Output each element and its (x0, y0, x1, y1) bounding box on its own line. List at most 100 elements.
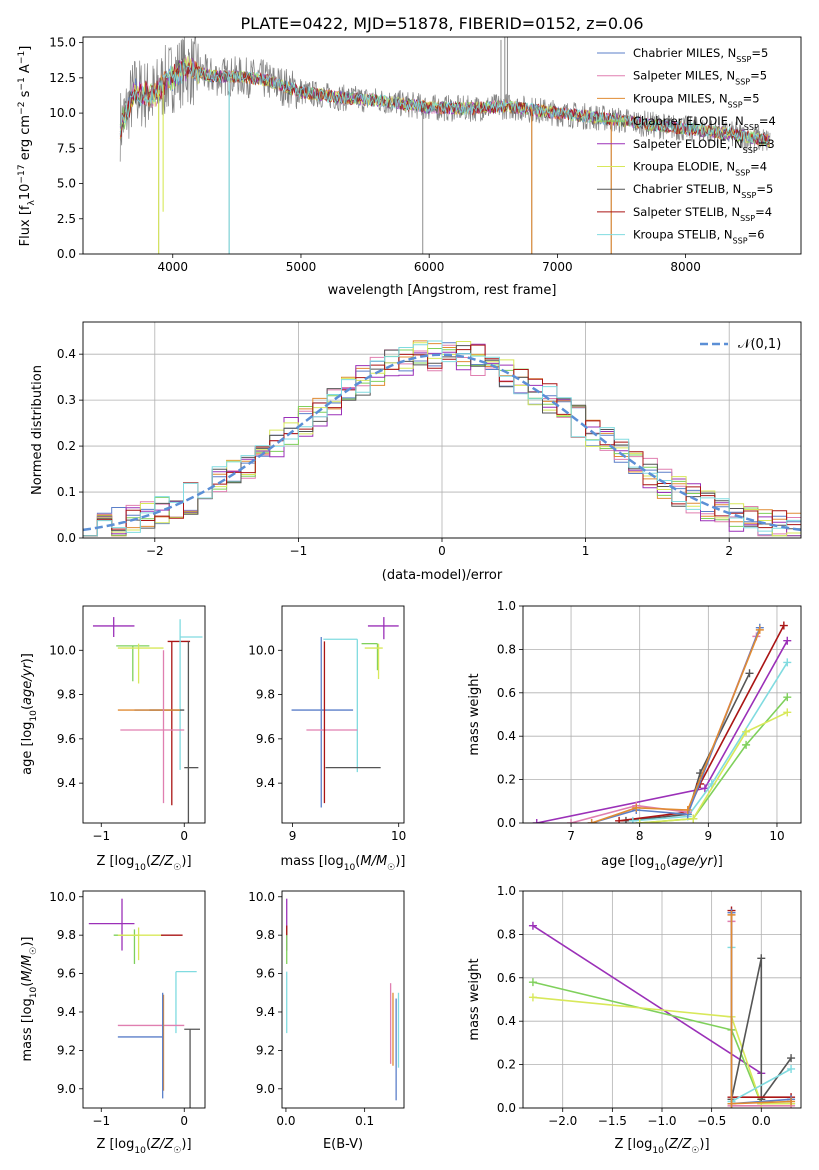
mwAge-marker-3-0 (628, 816, 637, 823)
y-tick-label-1: 0.2 (497, 773, 516, 787)
x-tick-label-0: 4000 (157, 260, 188, 274)
age-vs-Z-frame (82, 605, 206, 824)
mwAge-marker-1-3 (745, 669, 754, 678)
y-tick-label-4: 10.0 (49, 106, 76, 120)
y-tick-label-0: 9.4 (256, 776, 275, 790)
x-tick-label-0: 7 (567, 829, 575, 843)
y-tick-label-4: 0.8 (497, 927, 516, 941)
x-tick-label-0: 9 (289, 829, 297, 843)
histogram-ylabel: Normed distribution (30, 365, 45, 495)
x-tick-label-0: −2.0 (548, 1114, 577, 1128)
mwAge-ylabel: mass weight (467, 673, 482, 755)
mass-vs-ebv-frame (281, 890, 405, 1109)
mwAge-line-1 (625, 672, 751, 822)
y-tick-label-1: 9.6 (57, 732, 76, 746)
mwAge-marker-4-2 (742, 740, 751, 749)
mwZ-ylabel: mass weight (467, 958, 482, 1040)
x-tick-label-3: −0.5 (697, 1114, 726, 1128)
y-tick-label-3: 0.6 (497, 686, 516, 700)
y-tick-label-2: 5.0 (57, 177, 76, 191)
spectrum-xlabel: wavelength [Angstrom, rest frame] (328, 283, 557, 298)
mwZ-marker-8-2 (787, 1097, 796, 1106)
mass-vs-Z-frame (82, 890, 206, 1109)
x-tick-label-2: 0 (438, 544, 446, 558)
y-tick-label-2: 9.8 (57, 688, 76, 702)
x-tick-label-0: −1 (92, 829, 110, 843)
y-tick-label-3: 9.6 (256, 967, 275, 981)
legend-label-3: Chabrier ELODIE, NSSP=4 (633, 114, 776, 132)
y-tick-label-0: 9.4 (57, 776, 76, 790)
massZ-xlabel: Z [log10(Z/Z☉)] (96, 1137, 191, 1156)
mwAge-marker-4-3 (783, 693, 792, 702)
legend-label-0: Chabrier MILES, NSSP=5 (633, 46, 768, 64)
x-tick-label-2: 6000 (414, 260, 445, 274)
y-tick-label-1: 2.5 (57, 212, 76, 226)
x-tick-label-3: 10 (769, 829, 784, 843)
mass-weight-vs-age-frame (522, 605, 802, 824)
axes-spectrum: 4000 5000 6000 7000 8000 0.0 2.5 5.0 7.5 10.0 12.5… (49, 36, 701, 274)
x-tick-label-1: 8 (636, 829, 644, 843)
mass-weight-vs-Z-frame (522, 890, 802, 1109)
x-tick-label-4: 0.0 (752, 1114, 771, 1128)
y-tick-label-0: 0.0 (57, 247, 76, 261)
mwAge-marker-3-3 (783, 658, 792, 667)
mwAge-marker-5-2 (742, 727, 751, 736)
mwAge-marker-8-1 (632, 803, 641, 812)
y-tick-label-2: 9.4 (256, 1005, 275, 1019)
y-tick-label-0: 0.0 (497, 816, 516, 830)
y-tick-label-0: 0.0 (497, 1101, 516, 1115)
mwAge-marker-8-2 (683, 805, 692, 814)
ageZ-ylabel: age [log10(age/yr)] (20, 653, 39, 775)
spectrum-plot-area (119, 37, 771, 254)
spectrum-ylabel: Flux [fλ10−17 erg cm−2 s−1 A−1] (17, 46, 37, 247)
y-tick-label-2: 0.4 (497, 1014, 516, 1028)
mwZ-marker-3-1 (757, 954, 766, 963)
y-tick-label-2: 0.4 (497, 729, 516, 743)
mass-weight-vs-age-plot-area (532, 621, 792, 823)
mwAge-marker-2-3 (779, 621, 788, 630)
axes-age-vs-mass: 9 10 9.4 9.6 9.8 10.0 (248, 643, 406, 843)
legend-label-7: Salpeter STELIB, NSSP=4 (633, 205, 772, 223)
x-tick-label-2: 9 (705, 829, 713, 843)
y-tick-label-3: 9.6 (57, 967, 76, 981)
x-tick-label-1: 0.1 (355, 1114, 374, 1128)
gaussian-curve (83, 353, 801, 532)
mwZ-marker-1-0 (528, 978, 537, 987)
mwZ-marker-8-1 (727, 1099, 736, 1108)
axes-mass-weight-vs-age: 7 8 9 10 0.0 0.2 0.4 0.6 0.8 1.0 (497, 599, 801, 843)
y-tick-label-4: 0.4 (57, 347, 76, 361)
mwAge-xlabel: age [log10(age/yr)] (601, 854, 723, 873)
mwAge-line-5 (639, 711, 788, 823)
x-tick-label-1: 5000 (286, 260, 317, 274)
mwAge-marker-2-0 (615, 816, 624, 823)
y-tick-label-1: 0.1 (57, 485, 76, 499)
y-tick-label-4: 9.8 (57, 928, 76, 942)
y-tick-label-3: 10.0 (49, 643, 76, 657)
x-tick-label-2: −1.0 (647, 1114, 676, 1128)
mwAge-marker-0-2 (783, 636, 792, 645)
massE-xlabel: E(B-V) (323, 1137, 363, 1152)
ageM-xlabel: mass [log10(M/M☉)] (281, 854, 406, 873)
model-spectrum-kroupa-stelib (119, 61, 770, 148)
legend-label-6: Chabrier STELIB, NSSP=5 (633, 182, 773, 200)
y-tick-label-5: 12.5 (49, 71, 76, 85)
y-tick-label-3: 7.5 (57, 141, 76, 155)
y-tick-label-5: 10.0 (248, 890, 275, 904)
x-tick-label-1: −1 (290, 544, 308, 558)
mwAge-marker-6-0 (567, 819, 576, 823)
y-tick-label-4: 9.8 (256, 928, 275, 942)
mwZ-marker-5-2 (787, 1064, 796, 1073)
y-tick-label-4: 0.8 (497, 642, 516, 656)
ageZ-xlabel: Z [log10(Z/Z☉)] (96, 854, 191, 873)
hist-kroupa-stelib (83, 340, 801, 537)
mwAge-line-2 (618, 625, 785, 822)
mass-vs-Z-plot-area (88, 898, 201, 1108)
legend-label-2: Kroupa MILES, NSSP=5 (633, 91, 760, 109)
legend-label-5: Kroupa ELODIE, NSSP=4 (633, 160, 767, 178)
mwAge-marker-5-0 (635, 819, 644, 823)
x-tick-label-4: 2 (725, 544, 733, 558)
mwZ-marker-2-0 (528, 993, 537, 1002)
legend-label-4: Salpeter ELODIE, NSSP=3 (633, 137, 775, 155)
x-tick-label-3: 1 (582, 544, 590, 558)
